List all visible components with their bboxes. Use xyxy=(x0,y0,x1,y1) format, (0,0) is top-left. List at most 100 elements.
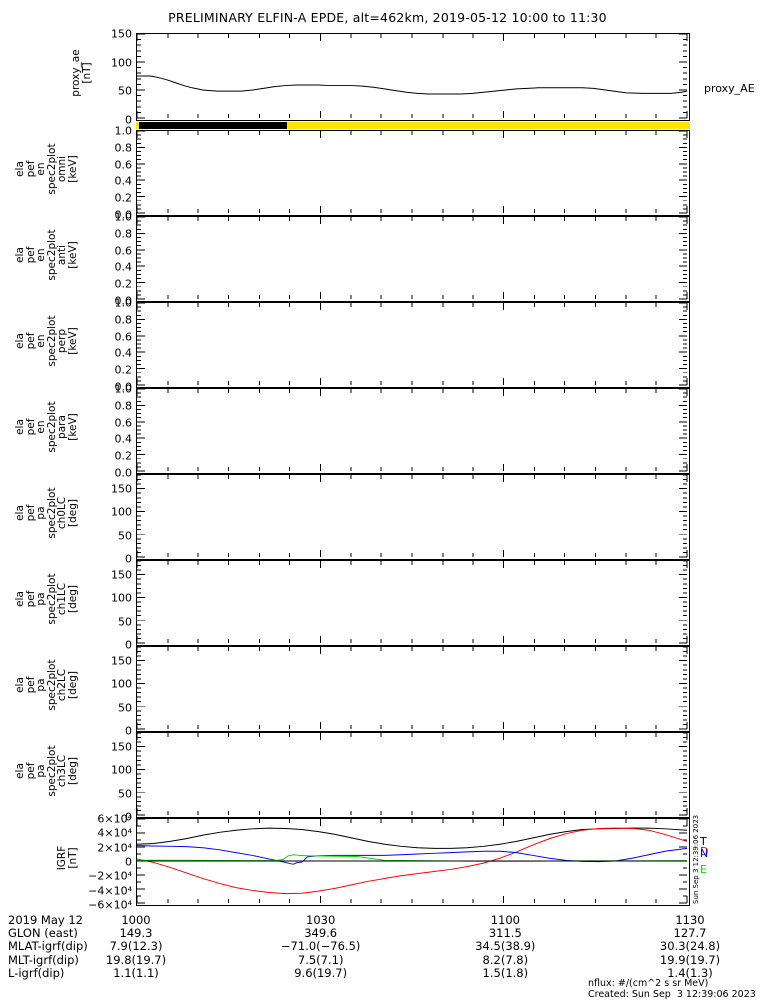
ytick-label-omni-0: 1.0 xyxy=(114,124,133,138)
ytick-label-igrf-2: 2×10⁴ xyxy=(97,841,132,855)
axis-title-line: ch1LC xyxy=(56,582,68,616)
ytick-label-para-0: 1.0 xyxy=(114,382,133,396)
ytick-label-ch2lc-0: 150 xyxy=(111,654,132,668)
panel-plot-area-omni xyxy=(136,130,689,215)
ytick-label-para-3: 0.4 xyxy=(114,432,133,446)
ytick-label-omni-2: 0.6 xyxy=(114,158,133,172)
axis-title-ch2lc: ela pef pa spec2plot ch2LC [deg] xyxy=(14,642,79,728)
ytick-label-ch1lc-3: 0 xyxy=(125,638,132,652)
ytick-label-igrf-5: −4×10⁴ xyxy=(88,884,132,898)
ytick-label-omni-1: 0.8 xyxy=(114,141,133,155)
ytick-label-anti-4: 0.2 xyxy=(114,277,133,291)
panel-plot-area-anti xyxy=(136,216,689,301)
ytick-label-perp-0: 1.0 xyxy=(114,296,133,310)
axis-title-line: para xyxy=(56,415,68,439)
axis-title-line: ch2LC xyxy=(56,668,68,702)
axis-title-line: ela xyxy=(14,247,26,263)
status-bar-yellow xyxy=(136,122,690,129)
panel-ch0lc xyxy=(136,474,690,560)
axis-title-perp: ela pef en spec2plot perp [keV] xyxy=(14,298,79,384)
panel-canvas-omni xyxy=(136,130,688,214)
ytick-label-proxy-ae-3: 0 xyxy=(125,113,132,127)
page-title: PRELIMINARY ELFIN-A EPDE, alt=462km, 201… xyxy=(168,10,607,25)
panel-omni xyxy=(136,130,690,216)
panel-plot-area-ch3lc xyxy=(136,732,689,817)
axis-title-line: ela xyxy=(14,161,26,177)
panel-plot-area-ch1lc xyxy=(136,560,689,645)
ytick-label-para-4: 0.2 xyxy=(114,449,133,463)
axis-title-line: ch3LC xyxy=(56,754,68,788)
ytick-label-para-2: 0.6 xyxy=(114,416,133,430)
axis-title-igrf: IGRF [nT] xyxy=(56,814,79,902)
panel-para xyxy=(136,388,690,474)
ytick-label-omni-5: 0.0 xyxy=(114,208,133,222)
ytick-label-ch1lc-2: 50 xyxy=(118,615,132,629)
ytick-label-ch1lc-1: 100 xyxy=(111,591,132,605)
axis-title-line: en xyxy=(35,420,47,434)
panel-canvas-para xyxy=(136,388,688,472)
axis-title-line: anti xyxy=(56,244,68,266)
panel-plot-area-para xyxy=(136,388,689,473)
axis-title-ch1lc: ela pef pa spec2plot ch1LC [deg] xyxy=(14,556,79,642)
ytick-label-anti-2: 0.6 xyxy=(114,244,133,258)
panel-ch3lc xyxy=(136,732,690,818)
ytick-label-anti-1: 0.8 xyxy=(114,227,133,241)
igrf-legend-d: D xyxy=(700,845,709,858)
axis-title-line: pa xyxy=(35,506,47,520)
axis-title-line: [keV] xyxy=(66,155,79,183)
axis-title-line: proxy_ae xyxy=(70,49,82,97)
axis-title-line: [keV] xyxy=(66,241,79,269)
panel-plot-area-ch2lc xyxy=(136,646,689,731)
axis-title-line: omni xyxy=(56,155,68,183)
ytick-label-proxy-ae-2: 50 xyxy=(118,84,132,98)
panel-canvas-anti xyxy=(136,216,688,300)
axis-title-line: ela xyxy=(14,591,26,607)
ytick-label-para-5: 0.0 xyxy=(114,466,133,480)
axis-title-anti: ela pef en spec2plot anti [keV] xyxy=(14,212,79,298)
proxy-ae-side-label: proxy_AE xyxy=(704,82,755,96)
axis-title-line: perp xyxy=(56,328,68,354)
igrf-legend-t: T xyxy=(700,835,707,848)
panel-perp xyxy=(136,302,690,388)
axis-title-omni: ela pef en spec2plot omni [keV] xyxy=(14,126,79,212)
axis-title-line: en xyxy=(35,162,47,176)
panel-igrf xyxy=(136,818,690,906)
ytick-label-ch2lc-1: 100 xyxy=(111,677,132,691)
axis-title-ch3lc: ela pef pa spec2plot ch3LC [deg] xyxy=(14,728,79,814)
panel-proxy-ae xyxy=(136,33,690,121)
ytick-label-ch2lc-2: 50 xyxy=(118,701,132,715)
ytick-label-ch3lc-1: 100 xyxy=(111,763,132,777)
ytick-label-perp-4: 0.2 xyxy=(114,363,133,377)
axis-title-line: pa xyxy=(35,678,47,692)
igrf-legend-e: E xyxy=(700,863,707,876)
series-proxy-ae xyxy=(137,75,688,95)
ytick-label-ch3lc-2: 50 xyxy=(118,787,132,801)
series-igrf-t xyxy=(136,827,688,849)
ytick-label-anti-0: 1.0 xyxy=(114,210,133,224)
ytick-label-perp-3: 0.4 xyxy=(114,346,133,360)
axis-title-line: ela xyxy=(14,677,26,693)
panel-plot-area-igrf xyxy=(136,818,689,905)
axis-title-line: [nT] xyxy=(66,847,79,869)
panel-ch2lc xyxy=(136,646,690,732)
footer-note: nflux: #/(cm^2 s sr MeV) Created: Sun Se… xyxy=(588,978,756,1000)
annotation-column-1: 1030 349.6 −71.0(−76.5) 7.5(7.1) 9.6(19.… xyxy=(280,913,361,980)
annotation-row-labels: 2019 May 12 GLON (east) MLAT-igrf(dip) M… xyxy=(8,913,88,980)
ytick-label-anti-3: 0.4 xyxy=(114,260,133,274)
igrf-legend-n: N xyxy=(700,847,709,860)
panel-plot-area-ch0lc xyxy=(136,474,689,559)
axis-title-line: [deg] xyxy=(66,671,79,699)
panel-canvas-ch3lc xyxy=(136,732,688,816)
ytick-label-perp-5: 0.0 xyxy=(114,380,133,394)
axis-title-line: ela xyxy=(14,505,26,521)
panel-canvas-ch1lc xyxy=(136,560,688,644)
axis-title-line: [keV] xyxy=(66,327,79,355)
axis-title-line: ela xyxy=(14,333,26,349)
axis-title-line: pa xyxy=(35,592,47,606)
panel-anti xyxy=(136,216,690,302)
axis-title-line: ch0LC xyxy=(56,496,68,530)
ytick-label-ch0lc-1: 100 xyxy=(111,505,132,519)
panel-plot-area-proxy-ae xyxy=(136,33,689,120)
ytick-label-ch0lc-0: 150 xyxy=(111,482,132,496)
